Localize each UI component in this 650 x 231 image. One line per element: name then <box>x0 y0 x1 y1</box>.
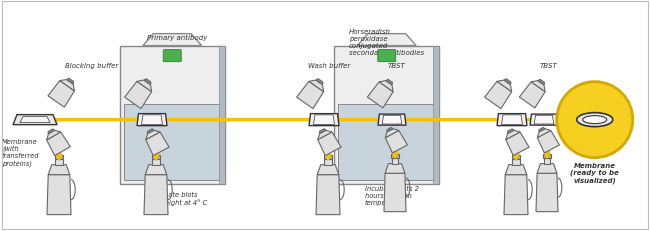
Bar <box>219 46 225 184</box>
FancyBboxPatch shape <box>378 50 396 62</box>
Polygon shape <box>506 131 520 140</box>
Polygon shape <box>382 116 402 125</box>
Bar <box>434 46 439 184</box>
Polygon shape <box>505 165 526 175</box>
FancyBboxPatch shape <box>338 104 436 180</box>
Text: Blocking buffer: Blocking buffer <box>65 62 118 68</box>
Bar <box>543 158 551 164</box>
Polygon shape <box>387 128 393 132</box>
Polygon shape <box>538 129 551 138</box>
Polygon shape <box>60 80 75 91</box>
Polygon shape <box>485 82 512 109</box>
Polygon shape <box>143 34 202 46</box>
Bar <box>543 154 551 158</box>
Polygon shape <box>137 114 167 126</box>
Polygon shape <box>378 115 406 126</box>
Bar <box>512 159 519 165</box>
FancyBboxPatch shape <box>334 46 439 184</box>
Polygon shape <box>47 132 70 156</box>
Polygon shape <box>318 131 332 140</box>
Polygon shape <box>125 82 151 109</box>
Polygon shape <box>309 81 324 92</box>
Ellipse shape <box>583 116 606 124</box>
Bar <box>55 159 62 165</box>
FancyBboxPatch shape <box>124 104 221 180</box>
Bar <box>324 159 332 165</box>
Bar <box>324 155 332 159</box>
Polygon shape <box>530 115 558 126</box>
Text: TBST: TBST <box>540 62 558 68</box>
FancyBboxPatch shape <box>163 50 181 62</box>
Polygon shape <box>144 79 151 85</box>
Polygon shape <box>48 81 75 108</box>
Polygon shape <box>379 81 393 92</box>
Polygon shape <box>531 81 545 92</box>
Polygon shape <box>385 131 408 153</box>
Text: Incubate blots 2
hours at room
temperature: Incubate blots 2 hours at room temperatu… <box>365 185 419 205</box>
Text: TBST: TBST <box>388 62 406 68</box>
Polygon shape <box>538 131 560 153</box>
Polygon shape <box>309 114 339 126</box>
Polygon shape <box>318 132 341 156</box>
Polygon shape <box>384 173 406 212</box>
Bar <box>391 154 399 158</box>
Polygon shape <box>385 129 399 138</box>
Bar <box>512 155 520 159</box>
Polygon shape <box>367 82 393 108</box>
Ellipse shape <box>577 113 613 127</box>
Polygon shape <box>536 173 558 212</box>
FancyBboxPatch shape <box>120 46 225 184</box>
Polygon shape <box>502 115 523 125</box>
Polygon shape <box>319 129 326 134</box>
Polygon shape <box>317 165 339 175</box>
Polygon shape <box>504 175 528 215</box>
Polygon shape <box>538 80 545 86</box>
Polygon shape <box>20 117 50 123</box>
Polygon shape <box>66 79 73 85</box>
Polygon shape <box>385 164 405 173</box>
Polygon shape <box>146 132 169 156</box>
Polygon shape <box>146 131 160 140</box>
Polygon shape <box>48 165 70 175</box>
Polygon shape <box>539 128 545 132</box>
Circle shape <box>557 82 632 158</box>
Polygon shape <box>137 81 151 92</box>
Bar <box>392 158 398 164</box>
Polygon shape <box>534 116 554 125</box>
Polygon shape <box>144 175 168 215</box>
Text: Horseradish
peroxidase
conjugated
secondary antibodies: Horseradish peroxidase conjugated second… <box>349 28 424 56</box>
Polygon shape <box>358 34 416 46</box>
Polygon shape <box>13 115 57 125</box>
Bar <box>151 155 161 159</box>
Text: Primary antibody: Primary antibody <box>148 34 207 40</box>
Text: Membrane
(with
transferred
proteins): Membrane (with transferred proteins) <box>2 138 40 166</box>
Polygon shape <box>313 115 335 125</box>
Polygon shape <box>48 129 55 134</box>
Polygon shape <box>145 165 167 175</box>
Polygon shape <box>316 175 340 215</box>
Polygon shape <box>504 79 511 85</box>
Polygon shape <box>519 82 545 108</box>
Polygon shape <box>508 129 514 134</box>
Polygon shape <box>47 131 60 140</box>
Polygon shape <box>497 81 512 92</box>
Polygon shape <box>537 164 557 173</box>
Text: Incubate blots
overnight at 4° C: Incubate blots overnight at 4° C <box>150 191 207 205</box>
Bar <box>152 159 160 165</box>
Polygon shape <box>296 82 324 109</box>
Bar <box>55 155 63 159</box>
Polygon shape <box>148 129 154 134</box>
Polygon shape <box>506 132 529 156</box>
Polygon shape <box>47 175 71 215</box>
Text: Wash buffer: Wash buffer <box>308 62 350 68</box>
Polygon shape <box>385 80 393 86</box>
Polygon shape <box>142 115 162 125</box>
Text: Membrane
(ready to be
visualized): Membrane (ready to be visualized) <box>571 162 619 183</box>
Polygon shape <box>497 114 527 126</box>
Polygon shape <box>316 79 323 85</box>
